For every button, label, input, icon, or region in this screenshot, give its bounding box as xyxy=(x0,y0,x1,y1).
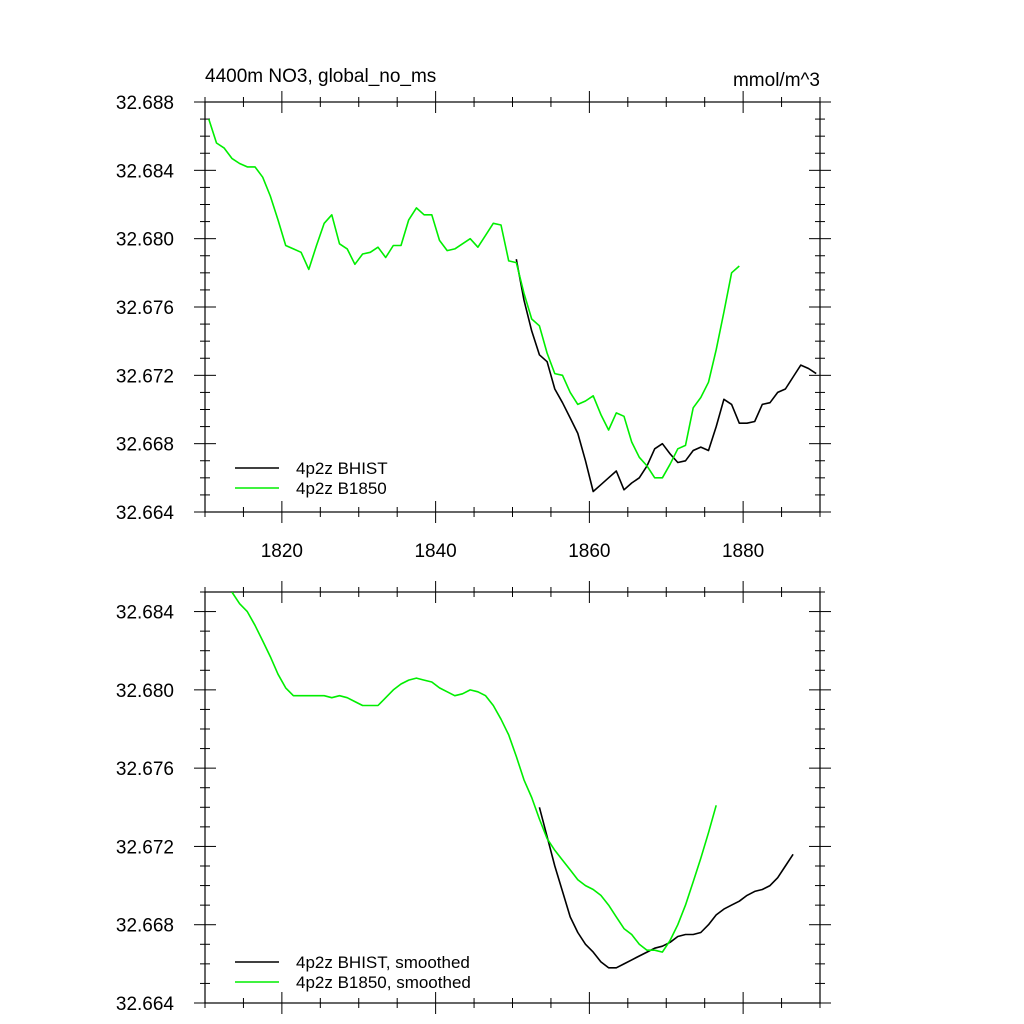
y-tick-label: 32.676 xyxy=(116,759,174,780)
y-tick-label: 32.664 xyxy=(116,503,175,524)
y-tick-label: 32.672 xyxy=(116,366,174,387)
legend-label: 4p2z BHIST, smoothed xyxy=(296,953,470,972)
series-line-bhist xyxy=(538,807,794,969)
series-line-bhist xyxy=(515,259,817,493)
axis-ticks xyxy=(194,91,831,523)
y-tick-label: 32.680 xyxy=(116,230,174,251)
plot-frame xyxy=(204,101,821,513)
y-tick-label: 32.680 xyxy=(116,681,174,702)
series-lines xyxy=(231,592,794,969)
y-tick-label: 32.676 xyxy=(116,298,174,319)
series-line-b1850 xyxy=(208,118,740,479)
legend-label: 4p2z B1850 xyxy=(296,479,387,498)
top-panel: 32.664 32.668 32.672 32.676 32.680 32.684 32.6… xyxy=(116,91,831,562)
legend-label: 4p2z BHIST xyxy=(296,459,388,478)
y-tick-label: 32.688 xyxy=(116,93,174,114)
y-tick-label: 32.668 xyxy=(116,916,174,937)
bottom-panel: 32.664 32.668 32.672 32.676 32.680 32.684 4p2z… xyxy=(116,581,831,1015)
x-tick-label: 1840 xyxy=(414,541,456,562)
chart-title: 4400m NO3, global_no_ms xyxy=(205,66,436,87)
x-tick-label: 1880 xyxy=(722,541,764,562)
series-line-b1850 xyxy=(231,592,717,953)
x-tick-label: 1860 xyxy=(568,541,610,562)
series-lines xyxy=(208,118,817,493)
y-tick-label: 32.664 xyxy=(116,994,175,1015)
y-tick-label: 32.672 xyxy=(116,837,174,858)
y-tick-label: 32.684 xyxy=(116,161,175,182)
x-tick-label: 1820 xyxy=(261,541,303,562)
units-label: mmol/m^3 xyxy=(733,70,820,91)
legend-label: 4p2z B1850, smoothed xyxy=(296,973,471,992)
y-tick-label: 32.684 xyxy=(116,603,175,624)
axis-ticks xyxy=(194,581,831,1014)
y-tick-label: 32.668 xyxy=(116,435,174,456)
plot-frame xyxy=(204,591,821,1004)
